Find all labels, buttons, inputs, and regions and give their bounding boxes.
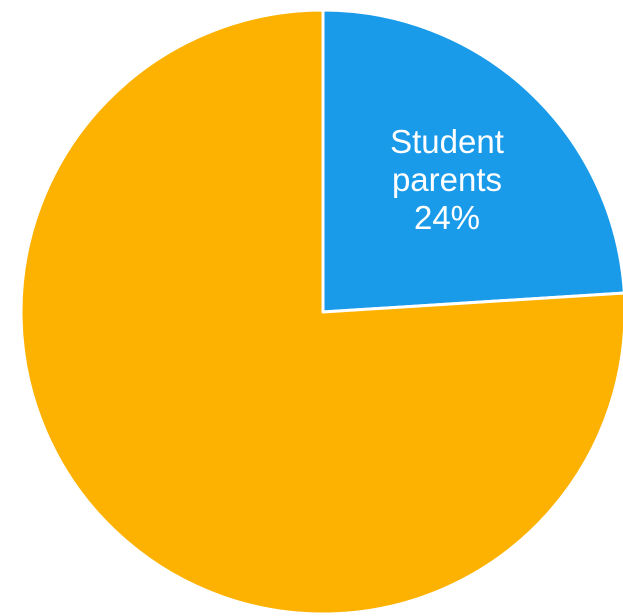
pie-slice-1 xyxy=(19,8,623,616)
pie-labels: Student parents 24% xyxy=(390,123,504,236)
pie-slice-0 xyxy=(321,8,623,314)
pie-slices xyxy=(19,8,623,616)
slice-label-line-0-2: 24% xyxy=(414,199,480,236)
slice-label-line-0-1: parents xyxy=(392,161,502,198)
slice-label-0: Student parents 24% xyxy=(390,123,504,236)
slice-label-line-0-0: Student xyxy=(390,123,504,160)
